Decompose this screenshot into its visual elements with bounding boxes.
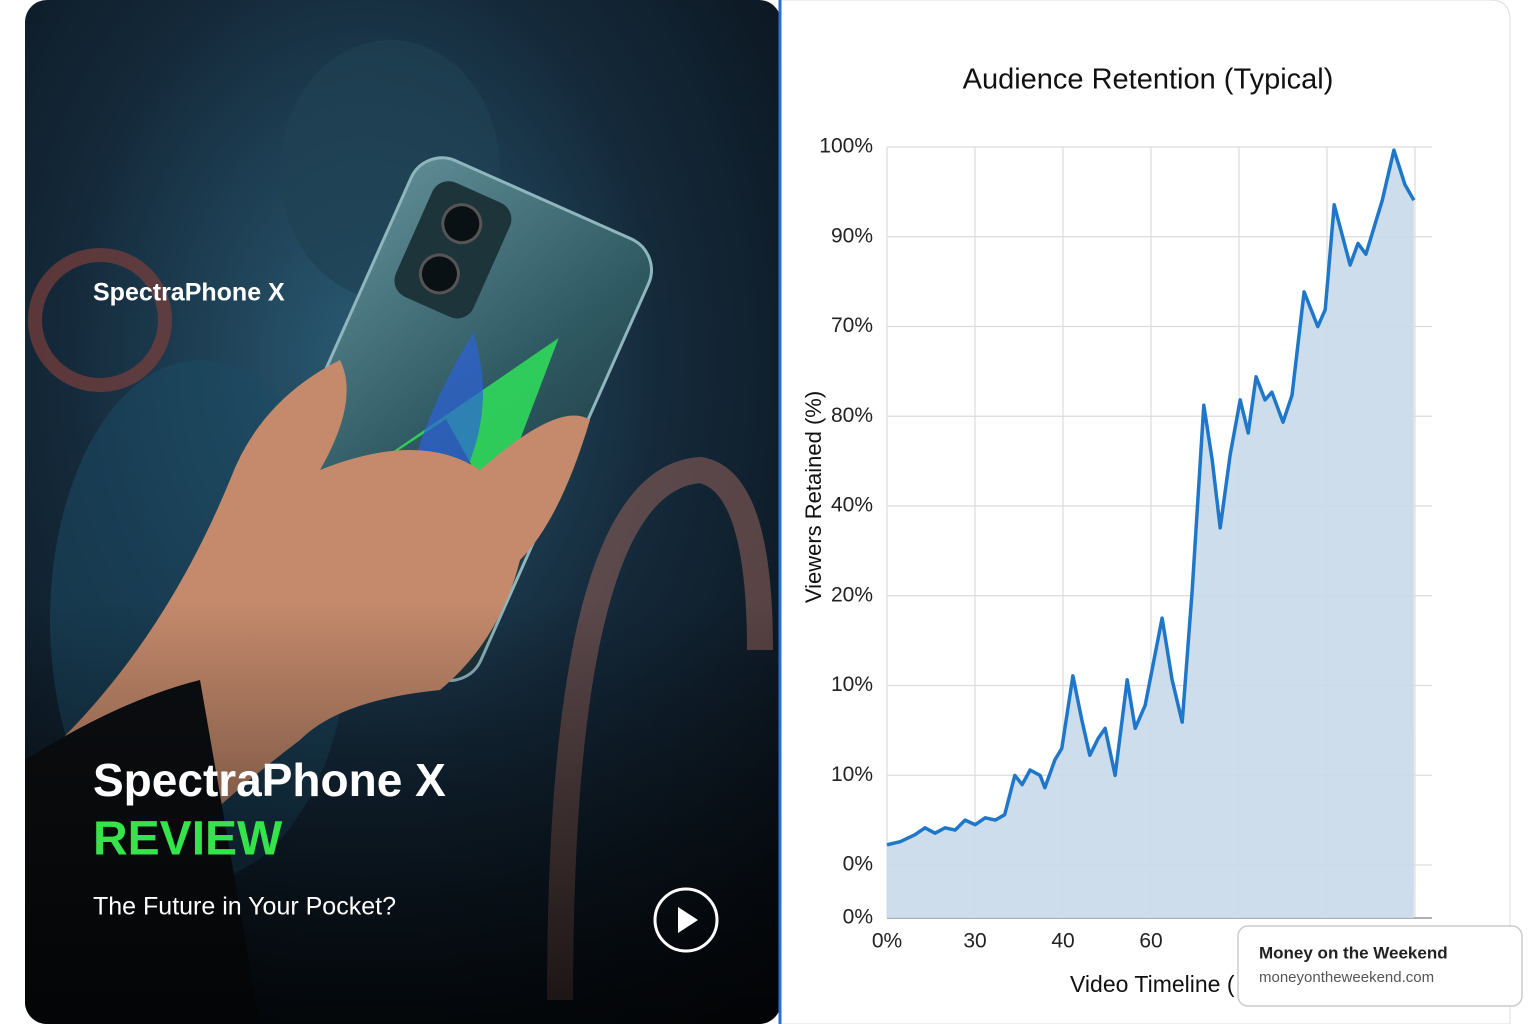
blur-sign xyxy=(28,248,172,392)
y-tick-label: 0% xyxy=(843,906,873,929)
thumbnail: SpectraPhone X SpectraPhone X REVIEW The… xyxy=(25,0,781,1024)
brand-label: SpectraPhone X xyxy=(93,279,285,307)
area xyxy=(887,150,1414,919)
source-card[interactable]: Money on the Weekend moneyontheweekend.c… xyxy=(1237,925,1523,1007)
video-highlight: REVIEW xyxy=(93,813,283,866)
x-axis-label: Video Timeline ( xyxy=(1070,971,1235,997)
y-tick-label: 100% xyxy=(819,135,873,158)
y-tick-label: 10% xyxy=(831,673,873,696)
video-title: SpectraPhone X xyxy=(93,754,446,806)
plot: 100%90%70%80%40%20%10%10%0%0%0% 30 40 60 xyxy=(819,135,1432,953)
y-tick-label: 0% xyxy=(843,853,873,876)
x-tick-label: 30 xyxy=(963,930,986,953)
line xyxy=(886,148,1416,847)
y-tick-label: 40% xyxy=(831,494,873,517)
x-tick-label: 0% xyxy=(872,930,902,953)
source-name: Money on the Weekend xyxy=(1259,943,1448,962)
shade xyxy=(25,600,781,1024)
x-tick-label: 40 xyxy=(1051,930,1074,953)
y-tick-label: 90% xyxy=(831,224,873,247)
y-tick-label: 80% xyxy=(831,404,873,427)
video-tagline: The Future in Your Pocket? xyxy=(93,893,396,921)
y-tick-label: 20% xyxy=(831,583,873,606)
y-tick-label: 70% xyxy=(831,314,873,337)
x-tick-label: 60 xyxy=(1139,930,1162,953)
y-axis-label: Viewers Retained (%) xyxy=(801,391,826,603)
source-url: moneyontheweekend.com xyxy=(1259,969,1434,986)
y-tick-label: 10% xyxy=(831,763,873,786)
chart-title: Audience Retention (Typical) xyxy=(963,64,1334,96)
play-button[interactable] xyxy=(653,887,719,953)
